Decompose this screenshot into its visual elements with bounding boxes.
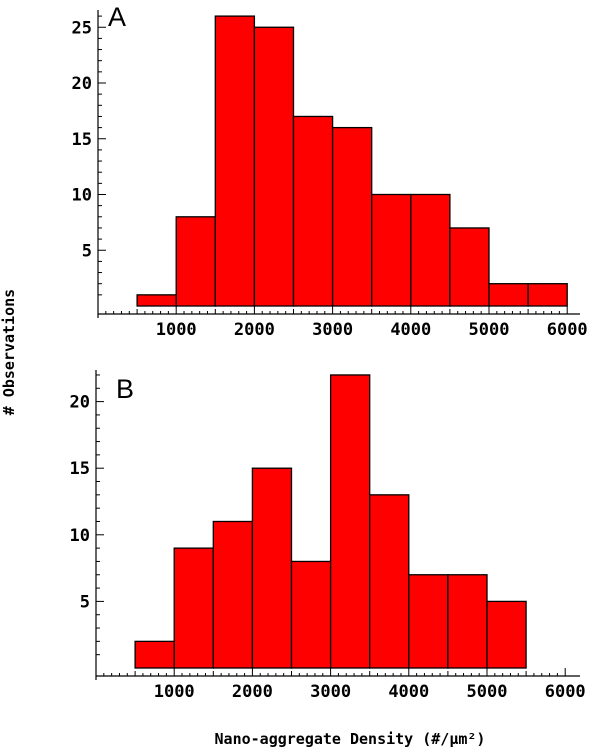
histogram-bar [329,374,371,669]
panel-letter: A [108,2,126,32]
x-tick-label: 1000 [156,320,197,340]
x-tick-label: 3000 [312,320,353,340]
y-axis-title: # Observations [0,289,18,415]
histogram-bar [290,560,332,669]
x-tick-label: 5000 [469,320,510,340]
histogram-bar [447,574,488,669]
histogram-bar [527,283,568,307]
x-tick-label: 3000 [310,682,351,702]
x-tick-label: 2000 [232,682,273,702]
histogram-bar [488,283,529,307]
y-tick-label: 10 [70,526,90,546]
panel-b: 1000 2000 3000 4000 5000 6000 5 10 15 20 B [70,370,586,702]
x-tick-label: 4000 [388,682,429,702]
histogram-bar [212,520,254,669]
x-tick-label: 5000 [467,682,508,702]
histogram-bar [331,126,373,307]
histogram-bar [486,600,527,669]
y-tick-label: 25 [72,18,92,38]
histogram-bar [369,494,410,669]
histogram-bar [175,216,216,307]
y-tick-label: 15 [72,130,92,150]
panel-a: 1000 2000 3000 4000 5000 6000 5 10 15 20 25 A [72,2,588,340]
histogram-bar [449,227,490,307]
y-tick-label: 20 [70,393,90,413]
y-tick-label: 10 [72,186,92,206]
histogram-bar [251,467,293,669]
y-tick-label: 20 [72,74,92,94]
histogram-bar [292,115,334,307]
x-tick-label: 4000 [390,320,431,340]
histogram-bar [214,15,256,307]
histogram-bar [371,193,412,307]
histogram-bar [173,547,214,669]
y-tick-label: 5 [80,592,90,612]
y-tick-label: 15 [70,459,90,479]
x-tick-label: 2000 [234,320,275,340]
panel-letter: B [116,374,134,404]
histogram-bar [410,193,451,307]
x-tick-label: 1000 [154,682,195,702]
x-tick-label: 6000 [545,682,586,702]
y-tick-label: 5 [82,241,92,261]
x-axis-title: Nano-aggregate Density (#/μm²) [215,730,486,748]
histogram-bar [136,294,177,307]
histogram-bar [253,26,295,307]
x-tick-label: 6000 [547,320,588,340]
histogram-bar [408,574,449,669]
histogram-bar [134,640,175,669]
